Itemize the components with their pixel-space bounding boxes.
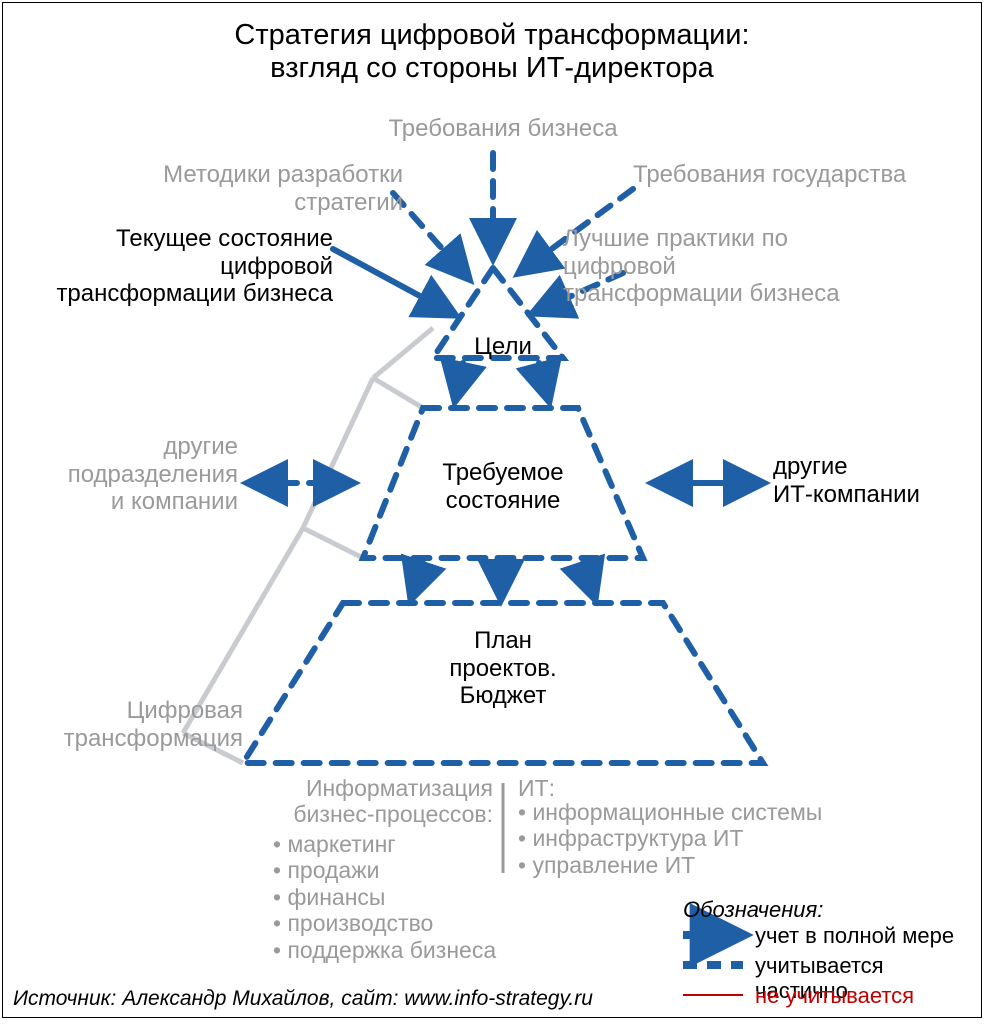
label-mid-right: Лучшие практики по цифровой трансформаци… xyxy=(563,225,840,308)
diagram-frame: Стратегия цифровой трансформации: взгляд… xyxy=(2,2,982,1018)
bottom-right-head: ИТ: xyxy=(518,775,555,801)
legend-title: Обозначения: xyxy=(683,897,823,922)
label-top-right: Требования государства xyxy=(633,161,906,189)
bl-b1: продажи xyxy=(273,857,496,883)
legend-swatches xyxy=(683,935,743,995)
side-left-label: другие подразделения и компании xyxy=(33,433,238,516)
legend-solid: учет в полной мере xyxy=(755,923,954,948)
br-b2: управление ИТ xyxy=(518,852,822,878)
bl-b2: финансы xyxy=(273,884,496,910)
bottom-left-bullets: маркетинг продажи финансы производство п… xyxy=(273,831,496,963)
label-top: Требования бизнеса xyxy=(343,115,663,143)
tier2-label: Требуемое состояние xyxy=(403,459,603,514)
tier3-label: План проектов. Бюджет xyxy=(403,627,603,710)
bl-b3: производство xyxy=(273,910,496,936)
tier1-label: Цели xyxy=(443,333,563,361)
br-b1: инфраструктура ИТ xyxy=(518,825,822,851)
bottom-right-bullets: информационные системы инфраструктура ИТ… xyxy=(518,799,822,878)
legend-red: не учитывается xyxy=(755,983,914,1008)
label-top-left: Методики разработки стратегии xyxy=(63,161,403,216)
br-b0: информационные системы xyxy=(518,799,822,825)
bottom-left-main: Цифровая трансформация xyxy=(23,697,243,752)
bl-b4: поддержка бизнеса xyxy=(273,937,496,963)
bl-b0: маркетинг xyxy=(273,831,496,857)
label-mid-left: Текущее состояние цифровой трансформации… xyxy=(13,225,333,308)
side-right-label: другие ИТ-компании xyxy=(773,453,920,508)
source-line: Источник: Александр Михайлов, сайт: www.… xyxy=(13,987,593,1011)
bottom-left-subhead: Информатизация бизнес-процессов: xyxy=(203,775,493,828)
